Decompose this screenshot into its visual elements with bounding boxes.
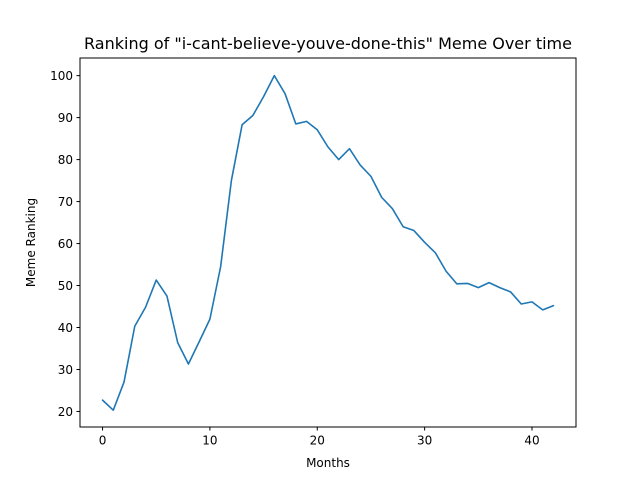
x-tick-label: 10 <box>202 434 217 448</box>
y-tick-label: 30 <box>58 363 73 377</box>
chart-title: Ranking of "i-cant-believe-youve-done-th… <box>84 34 572 53</box>
series-group <box>101 74 555 412</box>
y-tick-label: 70 <box>58 195 73 209</box>
axes-frame <box>79 57 577 428</box>
y-tick-label: 90 <box>58 111 73 125</box>
x-tick-label: 30 <box>417 434 432 448</box>
x-axis-label: Months <box>306 456 350 470</box>
y-tick-label: 50 <box>58 279 73 293</box>
x-tick-label: 20 <box>310 434 325 448</box>
series-line <box>101 74 555 412</box>
y-tick-label: 60 <box>58 237 73 251</box>
x-axis-ticks: 0 10 20 30 40 <box>99 427 540 448</box>
y-tick-label: 100 <box>50 69 73 83</box>
y-axis-label: Meme Ranking <box>24 198 38 287</box>
y-tick-label: 40 <box>58 321 73 335</box>
x-tick-label: 0 <box>99 434 107 448</box>
y-tick-label: 20 <box>58 405 73 419</box>
y-tick-label: 80 <box>58 153 73 167</box>
x-tick-label: 40 <box>524 434 539 448</box>
y-axis-ticks: 20 30 40 50 60 70 80 90 100 <box>50 69 80 419</box>
